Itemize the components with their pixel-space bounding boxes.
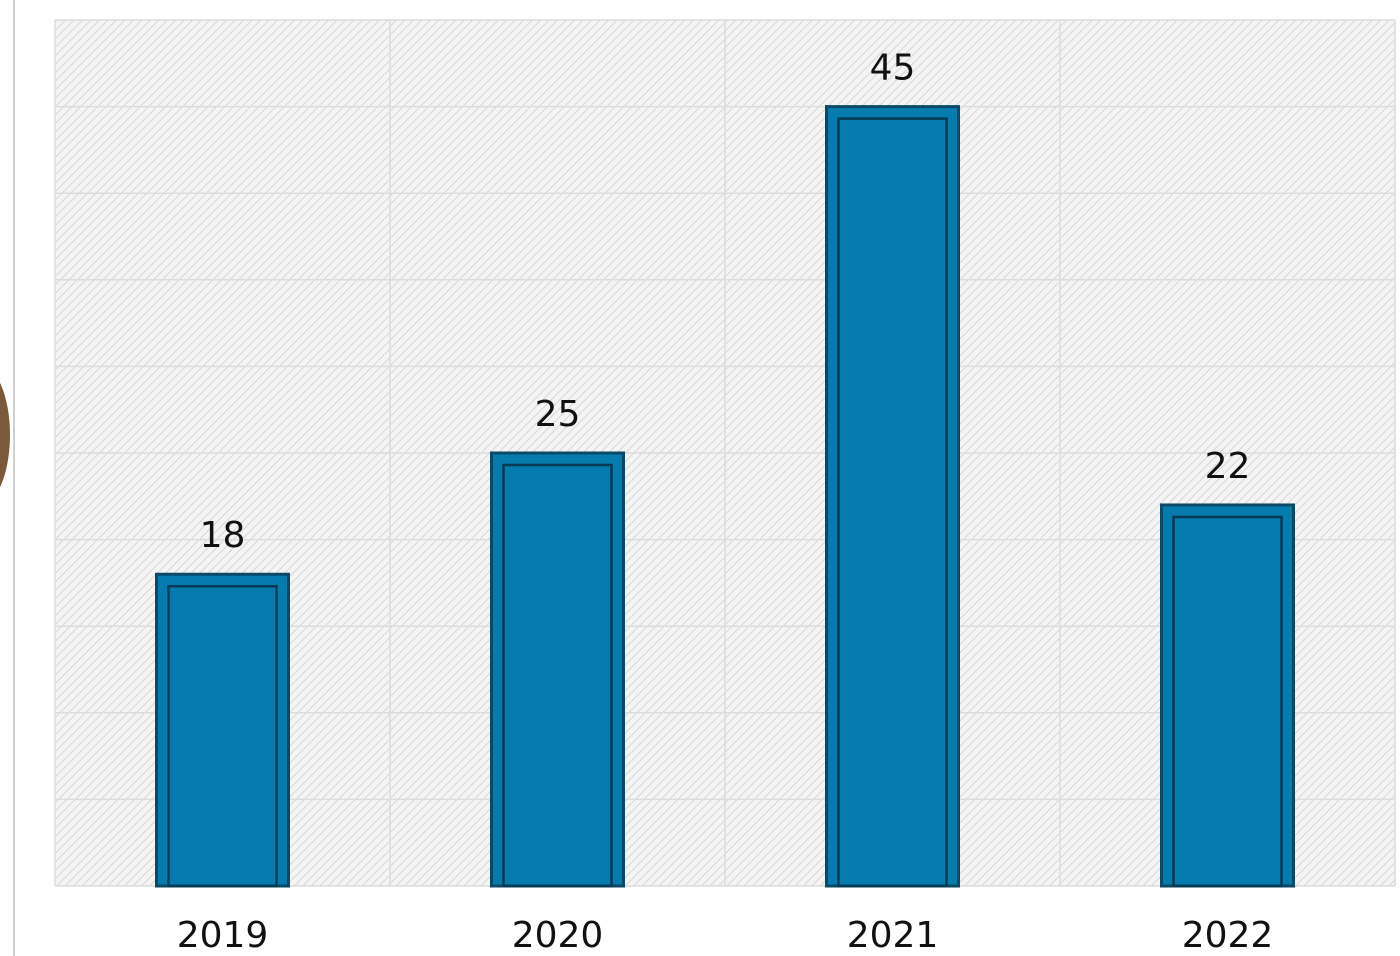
x-tick-label: 2022: [1182, 915, 1274, 956]
bar: [490, 451, 625, 888]
bar-bevel: [502, 463, 613, 888]
x-tick-label: 2020: [512, 915, 604, 956]
marks: 2019 18 2020 25 2021 45 2022 22: [155, 48, 1295, 956]
x-tick-label: 2019: [177, 915, 269, 956]
edge-decoration: [0, 382, 10, 488]
bar-bevel: [167, 584, 278, 888]
data-label: 18: [200, 515, 246, 556]
bar-bevel: [1172, 515, 1283, 888]
data-label: 45: [870, 48, 916, 89]
bar-bevel: [837, 117, 948, 888]
x-tick-label: 2021: [847, 915, 939, 956]
bar: [825, 105, 960, 888]
data-label: 22: [1205, 446, 1251, 487]
bar: [1160, 503, 1295, 888]
bar: [155, 572, 290, 888]
data-label: 25: [535, 394, 581, 435]
